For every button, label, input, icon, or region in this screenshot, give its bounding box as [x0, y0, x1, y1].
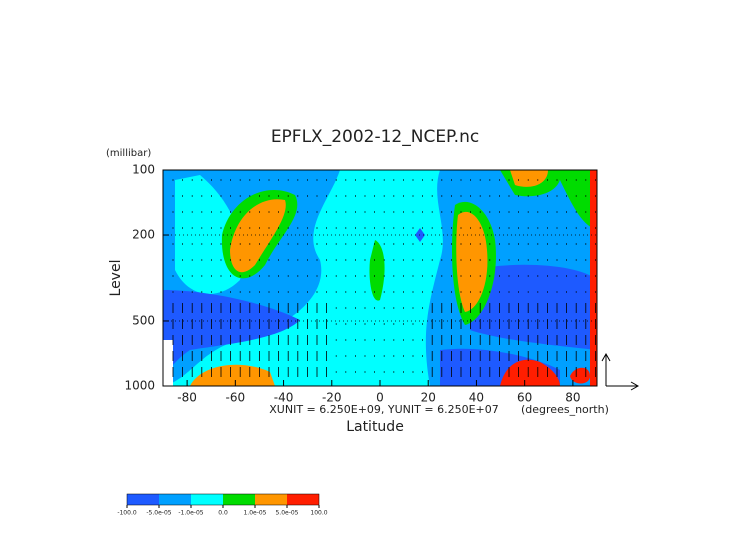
contour-region	[369, 240, 385, 301]
colorbar-swatch	[159, 494, 191, 505]
colorbar-label: 100.0	[310, 510, 327, 517]
plot-frame	[162, 169, 598, 387]
x-unit: (degrees_north)	[521, 403, 609, 416]
contour-region	[555, 170, 597, 230]
vector-note: XUNIT = 6.250E+09, YUNIT = 6.250E+07	[269, 403, 498, 416]
x-tick-label: -60	[226, 391, 246, 405]
x-tick-label: -20	[322, 391, 342, 405]
vector-field	[172, 179, 596, 377]
colorbar-swatch	[223, 494, 255, 505]
colorbar-swatch	[255, 494, 287, 505]
x-label: Latitude	[346, 419, 404, 435]
x-tick-label: -40	[274, 391, 294, 405]
x-tick-label: 0	[376, 391, 384, 405]
contour-region	[470, 264, 597, 350]
contour-region	[456, 211, 488, 312]
contour-region	[590, 170, 597, 386]
missing-region	[163, 340, 173, 386]
contour-region	[163, 290, 300, 375]
x-tick-label: 40	[469, 391, 484, 405]
x-tick-label: 20	[421, 391, 436, 405]
y-tick-label: 200	[132, 228, 155, 242]
x-tick-label: 80	[565, 391, 580, 405]
colorbar-swatch	[191, 494, 223, 505]
y-tick-label: 500	[132, 313, 155, 327]
x-tick-label: -80	[177, 391, 197, 405]
contour-region	[500, 359, 560, 386]
contour-field	[163, 170, 597, 386]
y-unit: (millibar)	[106, 148, 151, 159]
contour-layer	[163, 170, 597, 386]
colorbar-label: 0.0	[218, 510, 228, 517]
colorbar-label: 5.0e-05	[275, 510, 298, 517]
colorbar-swatch	[287, 494, 319, 505]
chart-title: EPFLX_2002-12_NCEP.nc	[271, 127, 479, 147]
reference-vector	[601, 352, 640, 391]
contour-region	[510, 170, 548, 187]
x-tick-label: 60	[517, 391, 532, 405]
y-tick-label: 1000	[124, 379, 155, 393]
colorbar-label: -100.0	[117, 510, 137, 517]
y-label: Level	[108, 260, 124, 297]
contour-region	[570, 367, 590, 384]
colorbar-swatch	[127, 494, 159, 505]
y-tick-label: 100	[132, 163, 155, 177]
colorbar-label: -5.0e-05	[146, 510, 171, 517]
contour-region	[230, 199, 286, 273]
contour-region	[175, 175, 243, 294]
colorbar-label: 1.0e-05	[243, 510, 266, 517]
colorbar-label: -1.0e-05	[178, 510, 203, 517]
